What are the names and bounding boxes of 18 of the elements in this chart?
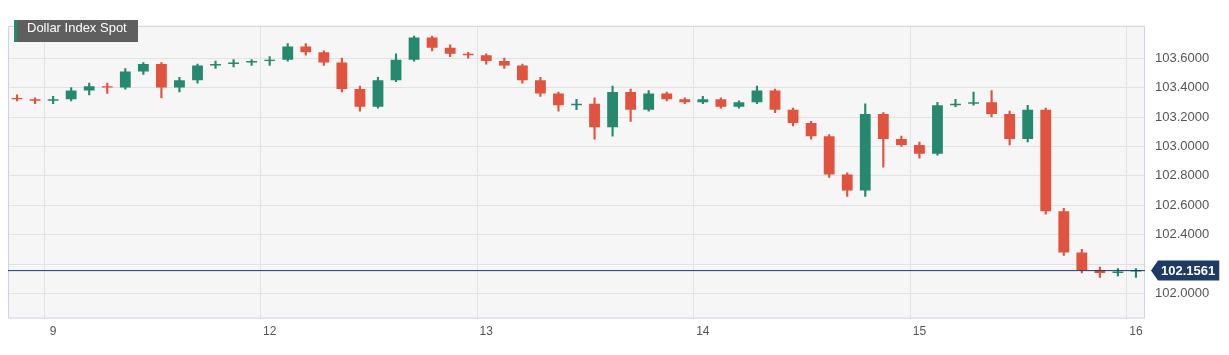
y-tick-label: 102.8000: [1155, 167, 1210, 183]
x-tick-label: 16: [1129, 324, 1143, 339]
x-tick-label: 15: [912, 324, 927, 339]
candlestick: [210, 60, 221, 69]
y-tick-label: 103.2000: [1155, 108, 1210, 124]
x-tick-label: 12: [263, 324, 277, 339]
candlestick: [968, 91, 979, 106]
y-tick-label: 103.6000: [1155, 49, 1210, 65]
y-tick-label: 102.6000: [1155, 196, 1210, 212]
x-tick-label: 13: [479, 324, 494, 339]
y-tick-label: 103.0000: [1155, 138, 1210, 154]
x-tick-label: 9: [49, 324, 57, 339]
ref-line-label: 102.1561: [1161, 263, 1216, 279]
x-tick-label: 14: [696, 324, 710, 339]
y-tick-label: 102.4000: [1155, 226, 1210, 242]
y-tick-label: 103.4000: [1155, 79, 1210, 95]
chart-title: Dollar Index Spot: [14, 20, 138, 42]
y-tick-label: 102.0000: [1155, 285, 1210, 301]
